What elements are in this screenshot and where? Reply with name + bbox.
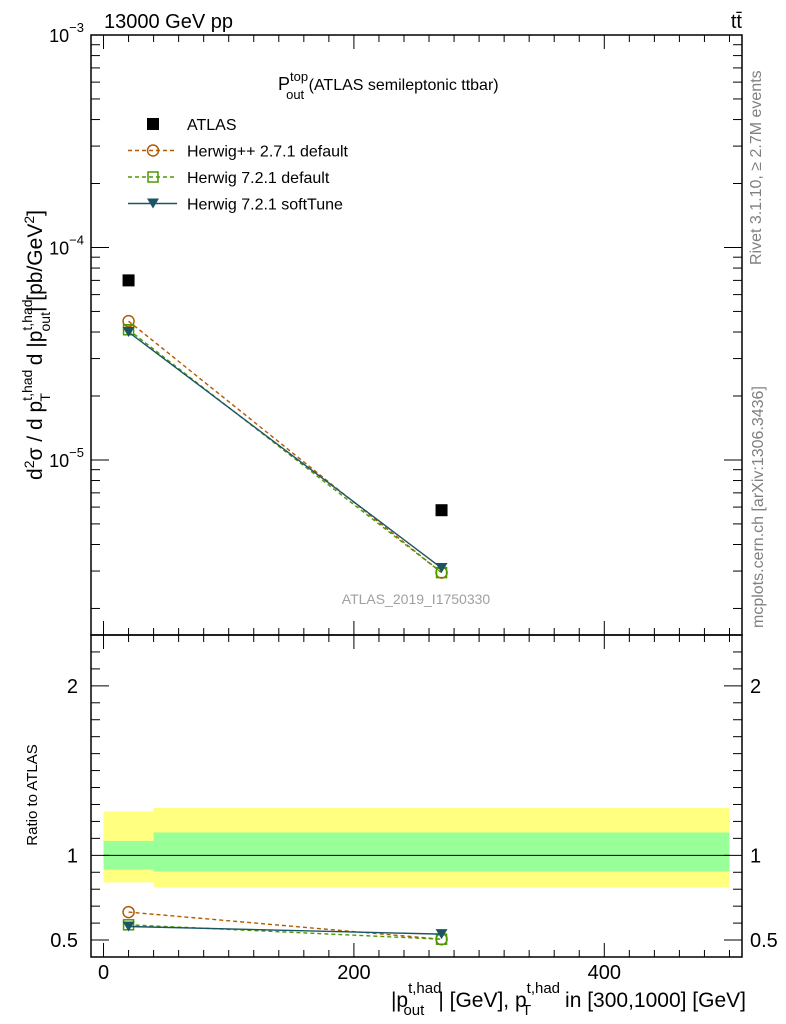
mcplots-label: mcplots.cern.ch [arXiv:1306.3436] xyxy=(750,386,767,628)
legend-label-herwig-2-7-1-default: Herwig++ 2.7.1 default xyxy=(187,144,349,161)
legend-label-atlas: ATLAS xyxy=(187,117,237,134)
main-point-atlas xyxy=(435,504,448,517)
x-tick-label: 200 xyxy=(337,962,370,984)
main-y-axis-label: d2σ / d pt,had T d |pt,had out| [pb/GeV2] xyxy=(19,210,53,480)
ratio-y-tick-label-right: 0.5 xyxy=(750,930,778,952)
main-marks xyxy=(122,274,448,579)
main-y-tick-label: 10−4 xyxy=(49,232,84,258)
ratio-y-tick-label-left: 0.5 xyxy=(50,930,78,952)
main-y-tick-label: 10−5 xyxy=(49,445,84,471)
ratio-tick-labels: 0.5 0.5 1 1 2 2 0 200 400 xyxy=(50,676,778,984)
ratio-line-herwig-7-2-1-softtune xyxy=(128,925,442,935)
energy-label: 13000 GeV pp xyxy=(104,11,233,33)
ratio-y-axis-label: Ratio to ATLAS xyxy=(24,744,41,845)
legend-marker-herwig-7-2-1-softtune xyxy=(147,198,159,209)
watermark: ATLAS_2019_I1750330 xyxy=(342,591,491,607)
legend: ATLAS Herwig++ 2.7.1 default Herwig 7.2.1 … xyxy=(128,117,349,214)
ratio-point-herwig-7-2-1-softtune xyxy=(435,929,448,940)
main-point-atlas xyxy=(122,274,135,287)
ratio-band-inner xyxy=(153,832,730,872)
ratio-y-tick-label-right: 1 xyxy=(750,845,761,867)
process-label: tt̄ xyxy=(731,11,743,33)
ratio-frame xyxy=(90,634,743,958)
ratio-y-tick-label-right: 2 xyxy=(750,676,761,698)
legend-marker-atlas xyxy=(147,118,159,130)
main-y-tick-labels: 10−3 10−4 10−5 xyxy=(49,20,84,471)
ratio-y-tick-label-left: 1 xyxy=(67,845,78,867)
ratio-point-herwig-2-7-1-default xyxy=(122,905,135,919)
ratio-uncertainty-bands xyxy=(103,807,730,888)
main-line-herwig-7-2-1-softtune xyxy=(128,331,442,569)
x-axis-label: |pt,had out | [GeV], pt,had T in [300,1000]… xyxy=(391,980,746,1019)
x-tick-label: 0 xyxy=(98,962,109,984)
main-line-herwig-2-7-1-default xyxy=(128,320,442,574)
legend-label-herwig-7-2-1-softtune: Herwig 7.2.1 softTune xyxy=(187,197,343,214)
main-point-herwig-7-2-1-softtune xyxy=(122,327,135,338)
legend-marker-herwig-2-7-1-default xyxy=(146,144,160,157)
ratio-marks xyxy=(122,905,448,946)
rivet-label: Rivet 3.1.10, ≥ 2.7M events xyxy=(748,70,765,265)
ratio-line-herwig-2-7-1-default xyxy=(128,911,442,940)
ratio-axis-ticks xyxy=(91,634,742,958)
legend-label-herwig-7-2-1-default: Herwig 7.2.1 default xyxy=(187,170,330,187)
main-panel: 10−3 10−4 10−5 Ptop out (ATLAS semileptonic… xyxy=(19,20,743,636)
main-line-herwig-7-2-1-default xyxy=(128,329,442,574)
main-point-herwig-2-7-1-default xyxy=(122,314,135,328)
legend-marker-herwig-7-2-1-default xyxy=(147,171,159,183)
ratio-y-tick-label-left: 2 xyxy=(67,676,78,698)
x-tick-label: 400 xyxy=(588,962,621,984)
main-title: Ptop out (ATLAS semileptonic ttbar) xyxy=(278,69,499,102)
ratio-point-herwig-7-2-1-softtune xyxy=(122,921,135,932)
main-y-tick-label: 10−3 xyxy=(49,20,84,46)
main-point-herwig-7-2-1-softtune xyxy=(435,563,448,574)
ratio-panel: 0.5 0.5 1 1 2 2 0 200 400 Ratio to ATLAS |pt,had… xyxy=(24,634,778,1019)
